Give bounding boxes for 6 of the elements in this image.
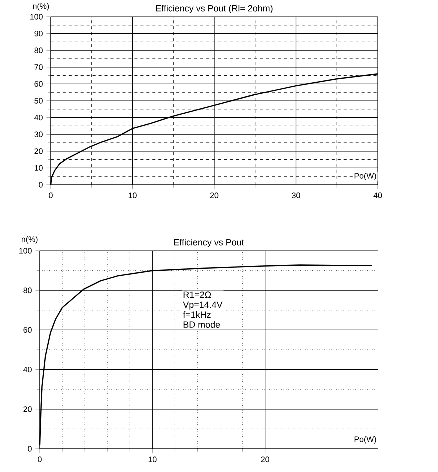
chart-title: Efficiency vs Pout (Rl= 2ohm) (156, 5, 273, 14)
annotation: Vp=14.4V (183, 302, 223, 310)
annotation: R1=2Ω (184, 292, 212, 298)
annotation: BD mode (184, 321, 220, 328)
chart-title: Efficiency vs Pout (174, 239, 244, 248)
annotation: f=1kHz (183, 311, 211, 318)
